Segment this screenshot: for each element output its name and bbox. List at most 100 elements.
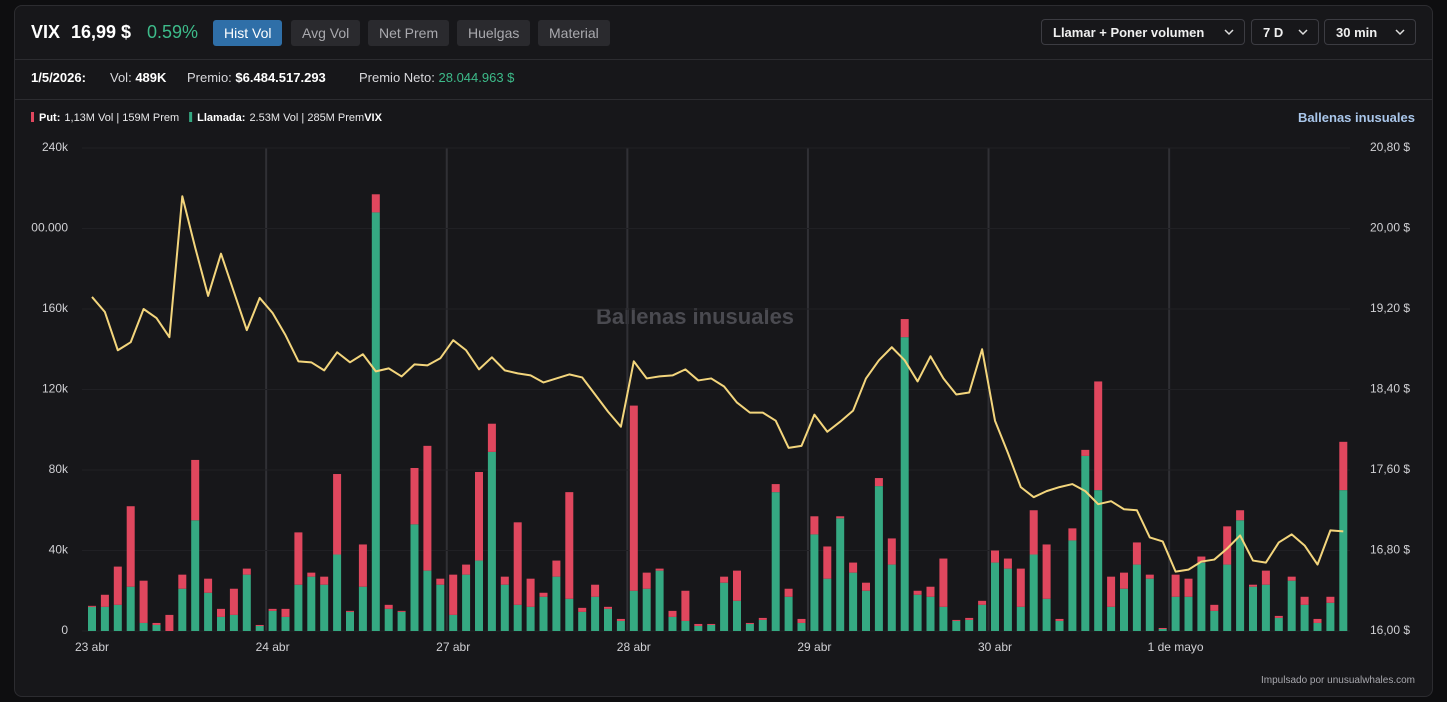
bar-segment [939,558,948,607]
bar-segment [358,544,367,587]
dropdown[interactable]: Llamar + Poner volumen [1041,19,1245,45]
y-tick-label: 40k [49,543,69,557]
bar-segment [126,586,135,631]
bar-segment [707,624,716,631]
bar-segment [758,617,767,620]
bar-segment [578,607,587,612]
bar-segment [771,492,780,631]
price: 16,99 $ [71,22,132,42]
info-item: Premio Neto: 28.044.963 $ [359,70,514,85]
bar-segment [926,596,935,631]
bar-segment [642,588,651,631]
dropdown-label: Llamar + Poner volumen [1053,25,1205,40]
price-line [91,195,1344,573]
bar-segment [629,405,638,591]
bar-segment [1326,602,1335,631]
bar-segment [1003,568,1012,631]
bar-segment [1249,586,1257,631]
tab[interactable]: Huelgas [457,20,531,46]
bar-segment [1068,540,1077,631]
bar-segment [1184,596,1193,631]
bar-segment [668,616,677,631]
bar-segment [126,506,135,587]
bar-segment [1210,610,1219,631]
bar-segment [874,478,883,487]
bar-segment [1094,490,1103,631]
bar-segment [1068,528,1077,541]
bar-segment [191,520,200,631]
legend-summary: 2.53M Vol | 285M Prem [249,112,364,124]
tab[interactable]: Net Prem [368,20,450,46]
bar-segment [113,566,122,605]
y-tick-label: 120k [42,382,69,396]
bar-segment [771,484,780,493]
y-tick-label: 160k [42,301,69,315]
bar-segment [1094,381,1103,491]
bar-segment [862,590,870,631]
y-tick-label: 00.000 [31,221,68,235]
y-tick-label: 240k [42,140,69,154]
bar-segment [178,588,187,631]
bar-segment [591,596,600,631]
bar-segment [178,574,187,589]
bar-segment [1287,576,1296,581]
divider [14,59,1433,60]
bar-segment [500,576,509,585]
y2-tick-label: 17,60 $ [1370,462,1410,476]
footer: Impulsado por unusualwhales.com [1261,675,1415,686]
y-tick-label: 80k [49,462,69,476]
watermark: Ballenas inusuales [596,304,794,329]
value: 489K [135,70,167,85]
dropdown[interactable]: 7 D [1251,19,1319,45]
value: 28.044.963 $ [438,70,515,85]
x-tick-label: 30 abr [978,640,1012,654]
bar-segment [913,590,922,595]
bar-segment [1120,572,1128,589]
info-item: Vol: 489K [110,70,166,85]
bar-segment [371,194,380,213]
bar-segment [294,532,303,585]
label: Premio Neto: [359,70,435,85]
bar-segment [1261,584,1270,631]
bar-segment [862,582,870,591]
bar-segment [1042,544,1051,599]
bar-segment [578,611,587,631]
tab[interactable]: Hist Vol [213,20,283,46]
bar-segment [797,622,806,631]
bar-segment [100,606,109,631]
bar-segment [733,600,741,631]
bar-segment [526,578,535,607]
dropdown[interactable]: 30 min [1324,19,1416,45]
bar-segment [1145,574,1154,579]
bar-segment [1120,588,1128,631]
bar-segment [436,578,445,585]
bar-segment [1236,520,1245,631]
y-tick-label: 0 [61,623,68,637]
bar-segment [513,604,522,631]
bar-segment [758,619,767,631]
bar-segment [1171,596,1180,631]
bar-segment [952,620,961,631]
bar-segment [1107,606,1116,631]
y2-tick-label: 20,00 $ [1370,221,1410,235]
bar-segment [1326,596,1335,603]
tab[interactable]: Material [538,20,610,46]
bar-segment [681,590,690,621]
bar-segment [539,592,548,597]
legend-entry: Put: 1,13M Vol | 159M Prem [39,112,179,124]
chevron [1395,29,1405,36]
tab[interactable]: Avg Vol [291,20,361,46]
brand-link[interactable]: Ballenas inusuales [1297,110,1415,125]
y2-tick-label: 20,80 $ [1370,140,1410,154]
bar-segment [1339,441,1348,491]
bar-segment [591,584,600,597]
bar-segment [965,617,974,620]
bar-segment [1055,618,1064,621]
bar-segment [294,584,303,631]
bar-segment [255,625,264,631]
bar-segment [242,574,251,631]
bar-segment [100,594,109,607]
bar-segment [784,596,793,631]
bar-segment [320,584,329,631]
bar-segment [397,611,406,631]
